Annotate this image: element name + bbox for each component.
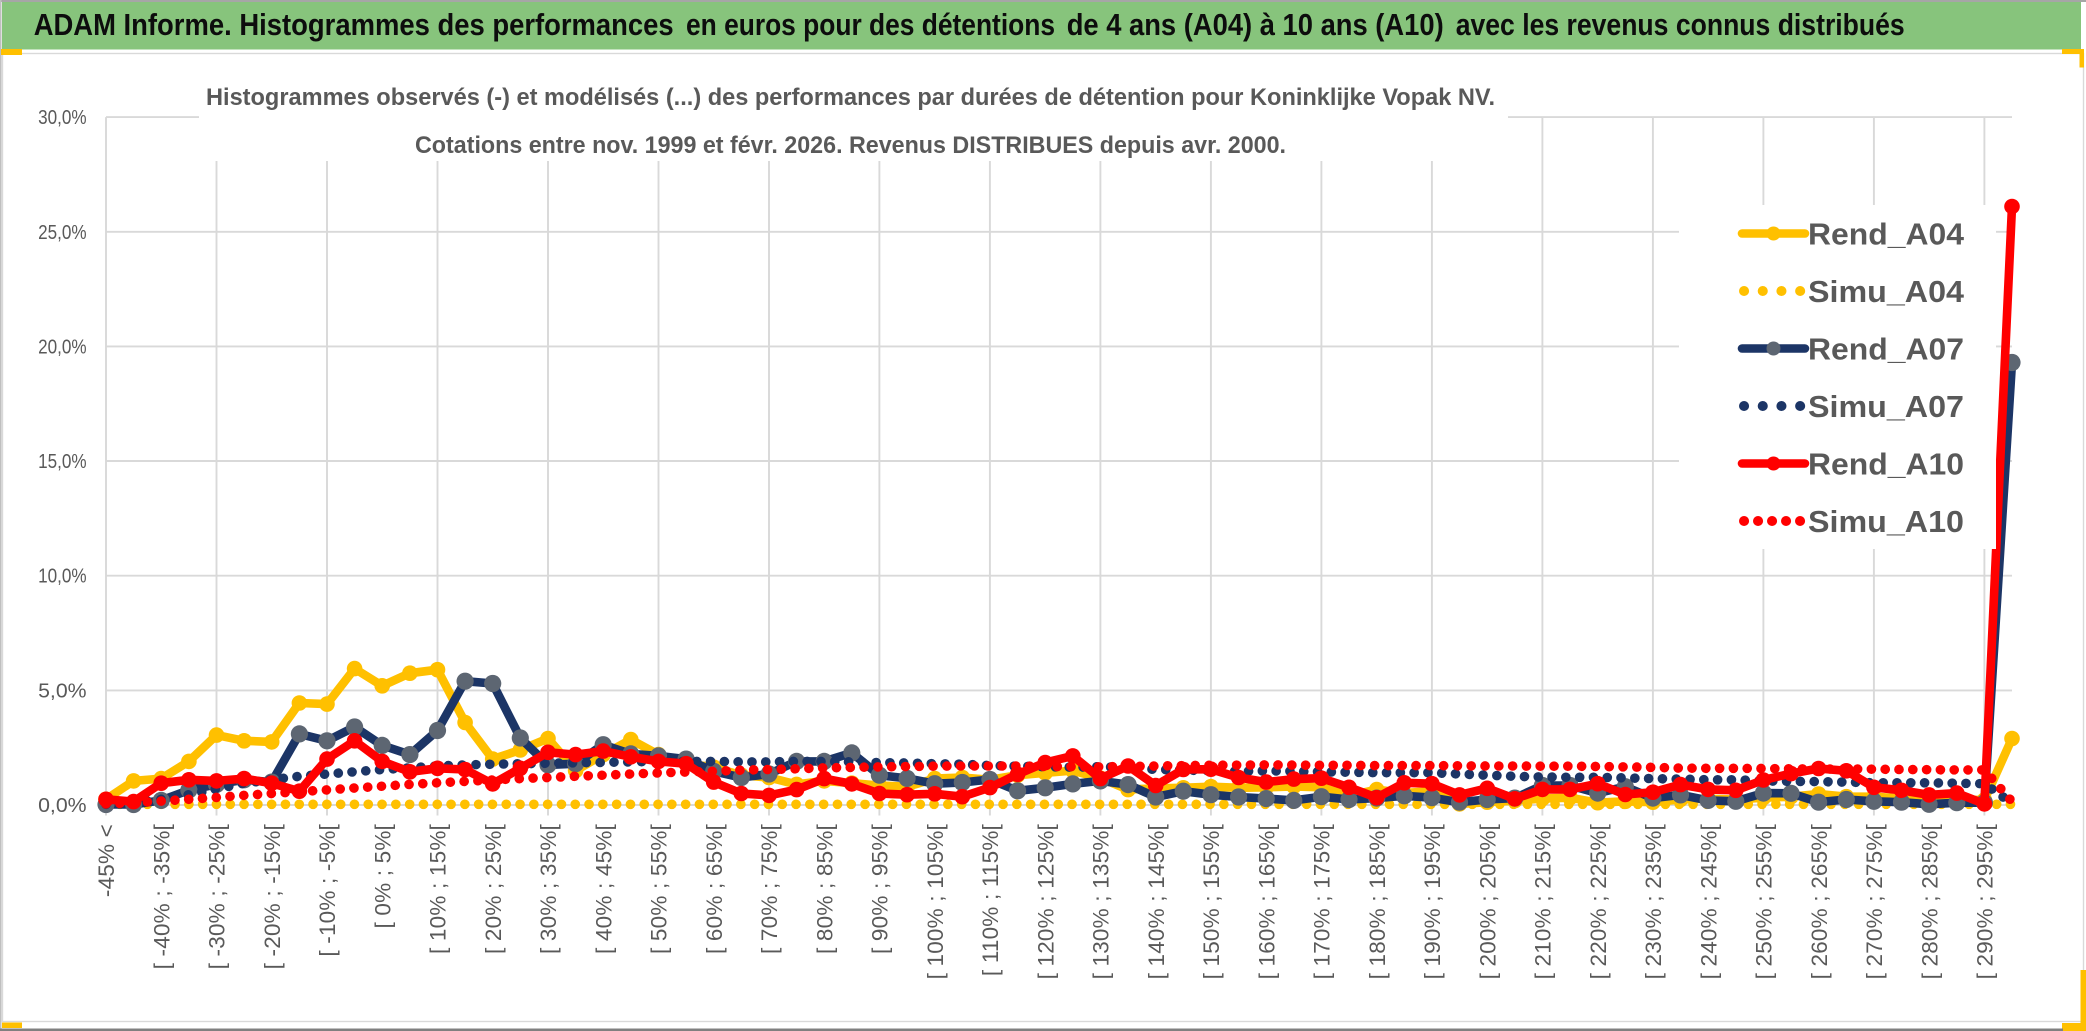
svg-text:[ -20% ; -15%[: [ -20% ; -15%[ xyxy=(260,823,285,969)
svg-text:[ 240% ; 245%[: [ 240% ; 245%[ xyxy=(1696,823,1721,979)
svg-text:-45% <: -45% < xyxy=(94,824,119,897)
svg-text:25,0%: 25,0% xyxy=(38,222,87,244)
svg-text:[ 90% ; 95%[: [ 90% ; 95%[ xyxy=(868,823,893,954)
svg-text:[ 250% ; 255%[: [ 250% ; 255%[ xyxy=(1752,823,1777,979)
svg-text:[ 30% ; 35%[: [ 30% ; 35%[ xyxy=(536,823,561,954)
svg-text:[ 60% ; 65%[: [ 60% ; 65%[ xyxy=(702,823,727,954)
svg-text:[ 0% ; 5%[: [ 0% ; 5%[ xyxy=(370,823,395,928)
svg-text:[ 230% ; 235%[: [ 230% ; 235%[ xyxy=(1641,823,1666,979)
svg-text:15,0%: 15,0% xyxy=(38,451,87,473)
svg-text:[ 140% ; 145%[: [ 140% ; 145%[ xyxy=(1144,823,1169,979)
svg-text:[ 160% ; 165%[: [ 160% ; 165%[ xyxy=(1254,823,1279,979)
svg-text:de 4 ans (A04) à 10 ans (A10): de 4 ans (A04) à 10 ans (A10) xyxy=(1067,8,1444,42)
svg-text:[ 110% ; 115%[: [ 110% ; 115%[ xyxy=(978,823,1003,976)
svg-text:Rend_A07: Rend_A07 xyxy=(1808,332,1964,367)
svg-text:[ 40% ; 45%[: [ 40% ; 45%[ xyxy=(591,823,616,954)
svg-text:Simu_A04: Simu_A04 xyxy=(1808,274,1965,309)
svg-text:[ -10% ; -5%[: [ -10% ; -5%[ xyxy=(315,823,340,956)
svg-text:[ 170% ; 175%[: [ 170% ; 175%[ xyxy=(1310,823,1335,979)
svg-text:[ 190% ; 195%[: [ 190% ; 195%[ xyxy=(1420,823,1445,979)
svg-text:avec les revenus connus distri: avec les revenus connus distribués xyxy=(1456,8,1905,42)
svg-text:[ 200% ; 205%[: [ 200% ; 205%[ xyxy=(1475,823,1500,979)
svg-text:[ 270% ; 275%[: [ 270% ; 275%[ xyxy=(1862,823,1887,979)
svg-text:[ -30% ; -25%[: [ -30% ; -25%[ xyxy=(205,823,230,969)
svg-text:[ 260% ; 265%[: [ 260% ; 265%[ xyxy=(1807,823,1832,979)
svg-text:10,0%: 10,0% xyxy=(38,566,87,588)
svg-text:[ 50% ; 55%[: [ 50% ; 55%[ xyxy=(647,823,672,954)
svg-text:20,0%: 20,0% xyxy=(38,336,87,358)
svg-text:[ 220% ; 225%[: [ 220% ; 225%[ xyxy=(1586,823,1611,979)
svg-text:[ 290% ; 295%[: [ 290% ; 295%[ xyxy=(1973,823,1998,979)
svg-text:5,0%: 5,0% xyxy=(38,680,87,702)
svg-text:[ 100% ; 105%[: [ 100% ; 105%[ xyxy=(923,823,948,979)
svg-text:0,0%: 0,0% xyxy=(38,795,87,817)
svg-text:[ 120% ; 125%[: [ 120% ; 125%[ xyxy=(1033,823,1058,979)
svg-text:[ -40% ; -35%[: [ -40% ; -35%[ xyxy=(149,823,174,969)
svg-text:[ 280% ; 285%[: [ 280% ; 285%[ xyxy=(1917,823,1942,979)
svg-text:[ 210% ; 215%[: [ 210% ; 215%[ xyxy=(1531,823,1556,979)
svg-text:Rend_A04: Rend_A04 xyxy=(1808,217,1965,252)
svg-text:[ 130% ; 135%[: [ 130% ; 135%[ xyxy=(1089,823,1114,979)
svg-text:[ 10% ; 15%[: [ 10% ; 15%[ xyxy=(426,823,451,954)
svg-text:Rend_A10: Rend_A10 xyxy=(1808,447,1964,482)
svg-text:[ 80% ; 85%[: [ 80% ; 85%[ xyxy=(812,823,837,954)
svg-text:[ 150% ; 155%[: [ 150% ; 155%[ xyxy=(1199,823,1224,979)
svg-text:en euros pour des détentions: en euros pour des détentions xyxy=(686,8,1055,42)
svg-text:Histogrammes observés (-) et m: Histogrammes observés (-) et modélisés (… xyxy=(206,84,1495,111)
svg-text:ADAM Informe. Histogrammes des: ADAM Informe. Histogrammes des performan… xyxy=(34,8,674,42)
svg-text:Simu_A10: Simu_A10 xyxy=(1808,504,1964,539)
svg-text:30,0%: 30,0% xyxy=(38,107,87,129)
svg-text:[ 70% ; 75%[: [ 70% ; 75%[ xyxy=(757,823,782,954)
svg-text:[ 20% ; 25%[: [ 20% ; 25%[ xyxy=(481,823,506,954)
svg-text:Simu_A07: Simu_A07 xyxy=(1808,389,1964,424)
svg-text:[ 180% ; 185%[: [ 180% ; 185%[ xyxy=(1365,823,1390,979)
svg-text:Cotations entre nov. 1999 et f: Cotations entre nov. 1999 et févr. 2026.… xyxy=(415,132,1286,159)
